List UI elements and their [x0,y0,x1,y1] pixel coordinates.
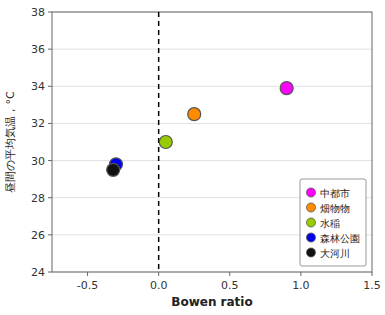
point [188,108,201,121]
tick-label: 24 [31,266,45,279]
tick-label: 38 [31,6,45,19]
tick [48,234,52,235]
legend-marker [307,203,316,212]
tick [48,123,52,124]
legend-marker [307,233,316,242]
point [159,136,172,149]
legend-marker [307,248,316,257]
legend-label: 水稲 [320,218,340,229]
legend-box [300,179,366,266]
plot-area [107,12,294,272]
tick [229,272,230,276]
tick [48,86,52,87]
point [107,163,120,176]
tick [158,272,159,276]
legend-label: 森林公園 [320,233,360,244]
y-axis-label: 昼間の平均気温，°C [4,91,17,193]
grid-line [52,123,372,124]
tick-label: 32 [31,117,45,130]
tick-label: 0.5 [221,279,239,292]
legend-marker [307,188,316,197]
grid-line [52,160,372,161]
tick [48,197,52,198]
tick [48,160,52,161]
tick [48,49,52,50]
grid-line [52,49,372,50]
tick [87,272,88,276]
tick-label: -0.5 [77,279,98,292]
tick-label: 36 [31,43,45,56]
tick-label: 30 [31,155,45,168]
tick-label: 28 [31,192,45,205]
legend-label: 畑物物 [320,203,350,214]
plot-frame [52,12,372,272]
grid-line [52,86,372,87]
chart: 24 26 28 30 32 34 36 38 -0.5 0.0 0.5 1.0 1.5 Bowen ra… [0,0,385,315]
legend-label: 大河川 [320,248,350,259]
tick-label: 0.0 [150,279,168,292]
legend-marker [307,218,316,227]
point [280,82,293,95]
tick [372,272,373,276]
legend-label: 中都市 [320,188,350,199]
x-axis-label: Bowen ratio [171,295,252,309]
tick-label: 1.0 [292,279,310,292]
legend: 中都市畑物物水稲森林公園大河川 [300,179,366,266]
tick [48,12,52,13]
tick-label: 34 [31,80,45,93]
tick [300,272,301,276]
tick-label: 1.5 [363,279,381,292]
tick-label: 26 [31,229,45,242]
tick [48,272,52,273]
